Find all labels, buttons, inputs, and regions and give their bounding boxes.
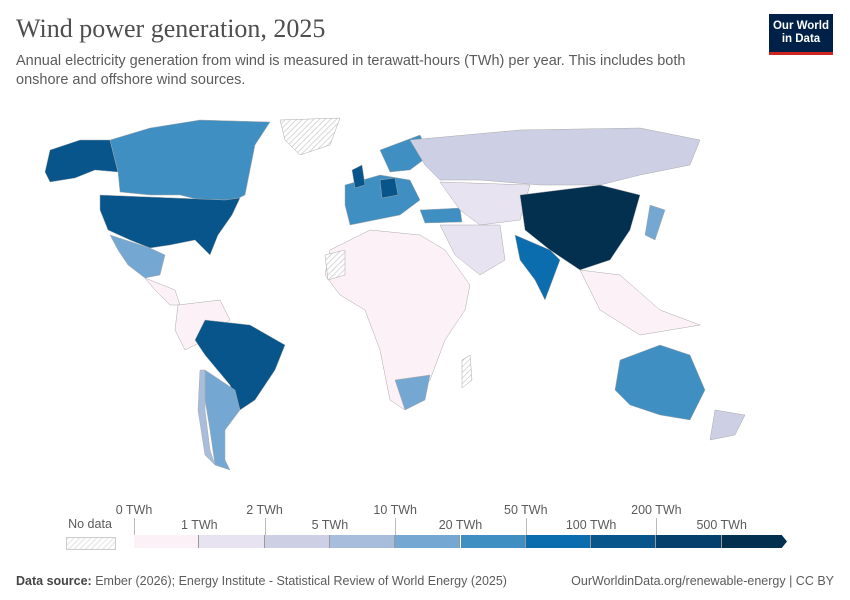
legend-bin — [656, 535, 722, 548]
legend-lower-label: 100 TWh — [565, 518, 617, 532]
legend-tick — [134, 518, 135, 535]
page-title: Wind power generation, 2025 — [16, 14, 326, 43]
legend-bin — [264, 535, 330, 548]
country-argentina[interactable] — [204, 369, 241, 471]
world-map[interactable] — [0, 110, 850, 490]
legend-tick — [525, 518, 527, 535]
data-source: Data source: Ember (2026); Energy Instit… — [16, 574, 507, 588]
country-new-zealand[interactable] — [709, 409, 746, 441]
legend-bin — [525, 535, 592, 548]
country-canada[interactable] — [109, 119, 271, 206]
source-label: Data source: — [16, 574, 92, 588]
legend-bin — [199, 535, 265, 548]
region-central-asia[interactable] — [439, 181, 531, 226]
region-middle-east[interactable] — [439, 224, 506, 276]
country-greenland — [279, 117, 341, 156]
country-germany[interactable] — [379, 177, 399, 199]
legend-no-data-label: No data — [68, 517, 112, 531]
region-southeast-asia[interactable] — [579, 269, 701, 336]
legend-bin — [460, 535, 526, 548]
legend-lower-label: 500 TWh — [696, 518, 747, 532]
legend-bin — [329, 535, 396, 548]
legend-lower-label: 1 TWh — [181, 518, 218, 532]
country-mexico[interactable] — [109, 234, 166, 279]
legend-bin — [721, 535, 787, 548]
country-western-sahara — [324, 249, 346, 281]
country-uk[interactable] — [351, 164, 366, 189]
country-india[interactable] — [514, 234, 561, 301]
legend-upper-label: 50 TWh — [504, 503, 548, 517]
country-usa[interactable] — [99, 194, 241, 256]
country-russia[interactable] — [409, 127, 701, 186]
legend-upper-label: 0 TWh — [115, 503, 153, 517]
country-brazil[interactable] — [194, 319, 286, 411]
region-central-america[interactable] — [144, 277, 181, 306]
legend-lower-label: 20 TWh — [438, 518, 483, 532]
legend-tick — [264, 518, 266, 535]
country-chile[interactable] — [197, 369, 216, 466]
footer-link[interactable]: OurWorldinData.org/renewable-energy | CC… — [571, 574, 834, 588]
subtitle: Annual electricity generation from wind … — [16, 53, 686, 88]
country-japan[interactable] — [644, 204, 666, 241]
country-australia[interactable] — [614, 344, 706, 421]
owid-logo[interactable]: Our World in Data — [769, 14, 833, 55]
legend-bin — [134, 535, 200, 548]
legend-upper-label: 10 TWh — [373, 503, 417, 517]
legend-lower-label: 5 TWh — [311, 518, 349, 532]
region-africa[interactable] — [324, 229, 471, 411]
country-turkey[interactable] — [419, 207, 463, 224]
legend-upper-label: 2 TWh — [246, 503, 283, 517]
legend-upper-label: 200 TWh — [631, 503, 682, 517]
country-south-africa[interactable] — [394, 374, 431, 411]
legend-no-data-swatch — [66, 537, 116, 550]
country-madagascar — [461, 354, 473, 389]
legend-bin — [591, 535, 657, 548]
country-china[interactable] — [519, 184, 641, 271]
legend-bin — [395, 535, 461, 548]
legend-tick — [395, 518, 397, 535]
legend-tick — [656, 518, 658, 535]
source-text: Ember (2026); Energy Institute - Statist… — [95, 574, 507, 588]
country-alaska[interactable] — [44, 139, 119, 183]
logo-text: Our World in Data — [772, 20, 829, 45]
region-europe-west[interactable] — [344, 174, 421, 226]
